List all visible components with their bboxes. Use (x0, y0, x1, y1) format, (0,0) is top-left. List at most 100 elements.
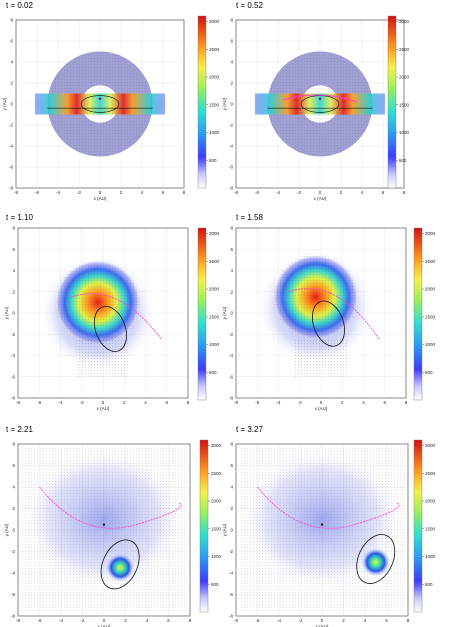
y-axis-label: y (AU) (222, 306, 227, 319)
x-tick-label: 2 (123, 400, 126, 405)
x-tick-label: -2 (77, 190, 81, 195)
density-field (39, 254, 162, 377)
dense-core (360, 547, 391, 578)
y-tick-label: -4 (229, 144, 233, 149)
y-tick-label: -4 (229, 571, 233, 576)
x-axis-label: x (AU) (98, 624, 111, 627)
x-tick-label: 2 (340, 190, 343, 195)
plot-frame (17, 443, 191, 617)
y-tick-label: 0 (12, 528, 15, 533)
x-tick-label: -8 (16, 618, 20, 623)
x-tick-label: 2 (341, 400, 344, 405)
y-tick-label: 2 (230, 506, 233, 511)
panel-5: t = 2.21 -8 -6 -4 -2 0 2 4 6 8 8 6 4 2 0 -2 -4 -6 -8 x (AU)… (4, 425, 222, 627)
colorbar-tick-label: 500 (209, 158, 217, 163)
colorbar-tick-label: 3000 (209, 19, 220, 24)
colorbar-tick-label: 3000 (425, 443, 436, 448)
particle-cloud (22, 448, 186, 612)
panel-6: t = 3.27 -8 -6 -4 -2 0 2 4 6 8 8 6 4 2 0 -2 -4 -6 -8 x (AU)… (222, 425, 436, 627)
colorbar-ramp (387, 15, 397, 189)
x-tick-label: 4 (146, 618, 149, 623)
x-tick-label: 6 (382, 190, 385, 195)
orbit-loop (100, 539, 140, 590)
x-tick-label: -8 (14, 190, 18, 195)
y-tick-label: 2 (230, 289, 233, 294)
density-field (257, 249, 380, 377)
x-tick-label: 0 (102, 400, 105, 405)
density-field (22, 448, 186, 612)
star-marker (320, 523, 324, 526)
y-tick-label: -2 (11, 332, 15, 337)
plot-frame (15, 19, 185, 189)
y-tick-label: -2 (229, 332, 233, 337)
colorbar: 3000 2500 2000 1500 1000 500 (199, 439, 222, 613)
star-marker (318, 97, 322, 100)
panel-3: t = 1.10 -8 -6 -4 -2 0 2 4 6 8 8 6 4 2 0 -2 -4 -6 -8 x (AU)… (4, 213, 220, 411)
dense-core (105, 552, 136, 583)
x-tick-label: 2 (124, 618, 127, 623)
panel-1: t = 0.02 -8 -6 -4 -2 0 2 4 6 8 8 6 4 2 0 -2 -4 -6 -8 x (AU)… (2, 1, 220, 201)
colorbar-tick-label: 1000 (209, 342, 220, 347)
colorbar-ramp (413, 227, 423, 401)
y-tick-label: 4 (230, 485, 233, 490)
particle-cloud (294, 339, 348, 377)
colorbar: 3000 2500 2000 1500 1000 500 (413, 227, 436, 401)
y-tick-label: -2 (9, 123, 13, 128)
magenta-tracer (288, 288, 380, 340)
x-tick-label: -8 (234, 400, 238, 405)
colorbar-tick-label: 2000 (211, 499, 222, 504)
x-axis-label: x (AU) (94, 196, 107, 201)
colorbar-ramp (199, 439, 209, 613)
colorbar-tick-label: 1000 (209, 130, 220, 135)
colorbar-tick-label: 1500 (425, 314, 436, 319)
colorbar-tick-label: 2500 (425, 259, 436, 264)
x-axis-label: x (AU) (314, 196, 327, 201)
y-tick-label: -6 (229, 592, 233, 597)
y-tick-label: 4 (10, 60, 13, 65)
y-tick-label: -8 (229, 614, 233, 619)
y-tick-label: 6 (12, 247, 15, 252)
x-tick-label: 4 (364, 618, 367, 623)
x-tick-label: 8 (189, 618, 192, 623)
colorbar-tick-label: 500 (425, 582, 433, 587)
hot-band (34, 93, 166, 115)
y-tick-label: 6 (230, 463, 233, 468)
colorbar-tick-label: 500 (209, 370, 217, 375)
plot-frame (17, 227, 189, 399)
x-tick-label: -6 (37, 400, 41, 405)
panel-title: t = 0.02 (6, 1, 33, 10)
colorbar: 3000 2500 2000 1500 1000 500 (413, 439, 436, 613)
colorbar-tick-label: 2500 (425, 471, 436, 476)
x-tick-label: 8 (403, 190, 406, 195)
y-tick-label: 0 (10, 102, 13, 107)
y-tick-label: 4 (230, 268, 233, 273)
colorbar-tick-label: 1000 (425, 342, 436, 347)
density-field (240, 448, 404, 612)
colorbar-tick-label: 1000 (425, 554, 436, 559)
colorbar-tick-label: 2500 (209, 259, 220, 264)
x-tick-label: -2 (298, 400, 302, 405)
colorbar-tick-label: 500 (211, 582, 219, 587)
y-tick-label: -2 (229, 549, 233, 554)
colorbar-tick-label: 2000 (399, 75, 410, 80)
y-axis-label: y (AU) (222, 97, 227, 110)
inner-orbit (80, 95, 120, 113)
density-field (34, 51, 166, 157)
x-tick-label: -4 (277, 618, 281, 623)
x-tick-label: -4 (59, 618, 63, 623)
y-tick-label: 6 (230, 247, 233, 252)
x-tick-label: -6 (255, 400, 259, 405)
y-axis-label: y (AU) (4, 306, 9, 319)
x-tick-label: -6 (255, 618, 259, 623)
x-tick-label: -6 (35, 190, 39, 195)
colorbar-tick-label: 2000 (209, 75, 220, 80)
y-tick-label: -6 (11, 374, 15, 379)
panel-title: t = 3.27 (236, 425, 263, 434)
y-tick-label: 8 (230, 442, 233, 447)
y-tick-label: -8 (229, 396, 233, 401)
y-tick-label: 8 (12, 226, 15, 231)
y-tick-label: 0 (230, 311, 233, 316)
x-tick-label: 4 (141, 190, 144, 195)
colorbar-tick-label: 2500 (211, 471, 222, 476)
